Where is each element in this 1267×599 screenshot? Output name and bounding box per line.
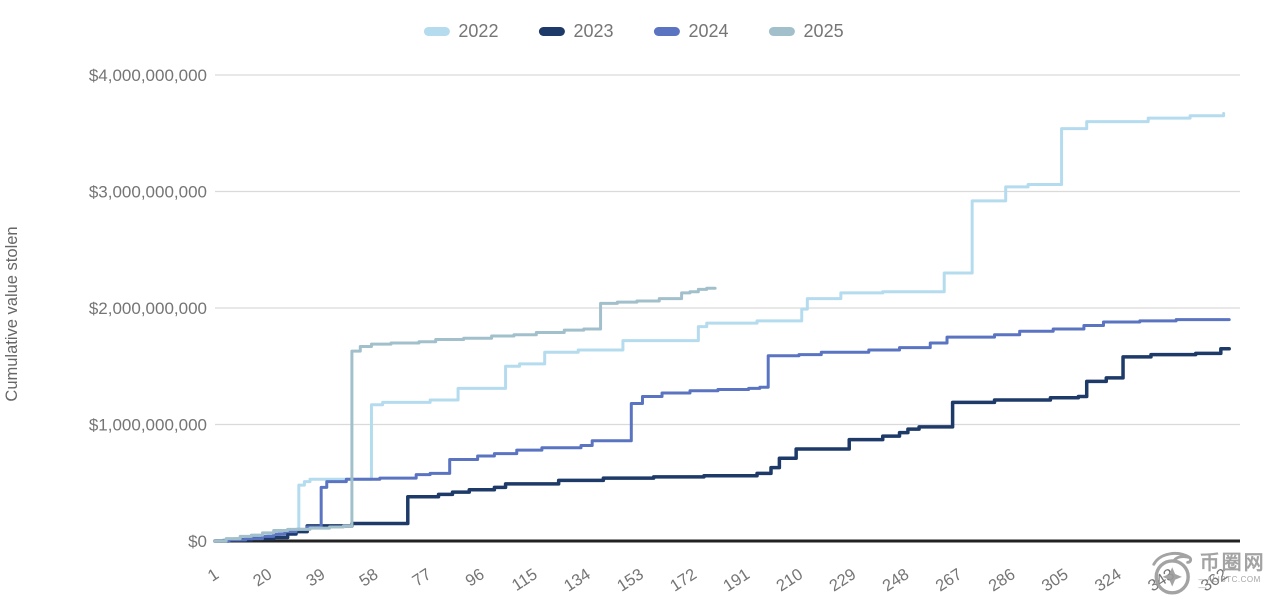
x-tick-label-77: 77 (409, 565, 434, 590)
legend-label-2022: 2022 (458, 21, 499, 41)
x-tick-label-324: 324 (1092, 565, 1125, 595)
legend-item-2023: 2023 (538, 21, 614, 42)
legend-item-2022: 2022 (423, 21, 498, 42)
y-tick-label-4000000000: $4,000,000,000 (89, 66, 207, 85)
series-line-2024 (213, 318, 1231, 543)
x-tick-label-286: 286 (986, 565, 1019, 595)
x-tick-label-210: 210 (773, 565, 806, 595)
x-tick-label-305: 305 (1039, 565, 1072, 595)
x-tick-label-115: 115 (509, 565, 541, 594)
x-tick-label-20: 20 (250, 565, 275, 590)
legend-item-2025: 2025 (768, 21, 844, 42)
x-tick-label-229: 229 (826, 565, 859, 595)
legend-label-2023: 2023 (573, 21, 614, 41)
watermark-domain: —ALIBTC.COM— (1198, 575, 1261, 592)
y-tick-label-2000000000: $2,000,000,000 (89, 299, 207, 318)
x-tick-label-248: 248 (879, 565, 912, 595)
x-tick-label-172: 172 (667, 565, 700, 595)
y-tick-label-1000000000: $1,000,000,000 (89, 416, 207, 435)
watermark-site-name: 币圈网 (1199, 552, 1266, 574)
x-tick-label-58: 58 (356, 565, 381, 590)
x-tick-label-191: 191 (720, 565, 753, 595)
legend-swatch-2024 (653, 27, 680, 36)
x-tick-label-96: 96 (462, 565, 487, 590)
legend-label-2025: 2025 (803, 21, 844, 41)
series-line-2023 (213, 347, 1231, 543)
series-line-2025 (213, 286, 717, 543)
legend-swatch-2025 (768, 27, 795, 36)
chart-legend: 2022 2023 2024 2025 (423, 21, 844, 42)
watermark-logo-icon (1152, 551, 1193, 595)
watermark: 币圈网 —ALIBTC.COM— (1148, 546, 1267, 599)
legend-swatch-2022 (423, 27, 450, 36)
y-tick-label-3000000000: $3,000,000,000 (89, 183, 207, 202)
x-tick-label-39: 39 (303, 565, 328, 590)
x-tick-label-134: 134 (561, 565, 594, 595)
y-tick-label-0: $0 (188, 532, 207, 551)
legend-swatch-2023 (538, 27, 565, 36)
watermark-text: 币圈网 —ALIBTC.COM— (1198, 553, 1267, 592)
x-tick-label-1: 1 (205, 565, 223, 585)
y-axis-title: Cumulative value stolen (3, 226, 21, 401)
x-tick-label-153: 153 (614, 565, 647, 595)
legend-label-2024: 2024 (688, 21, 729, 41)
x-tick-label-267: 267 (932, 565, 965, 595)
legend-item-2024: 2024 (653, 21, 729, 42)
